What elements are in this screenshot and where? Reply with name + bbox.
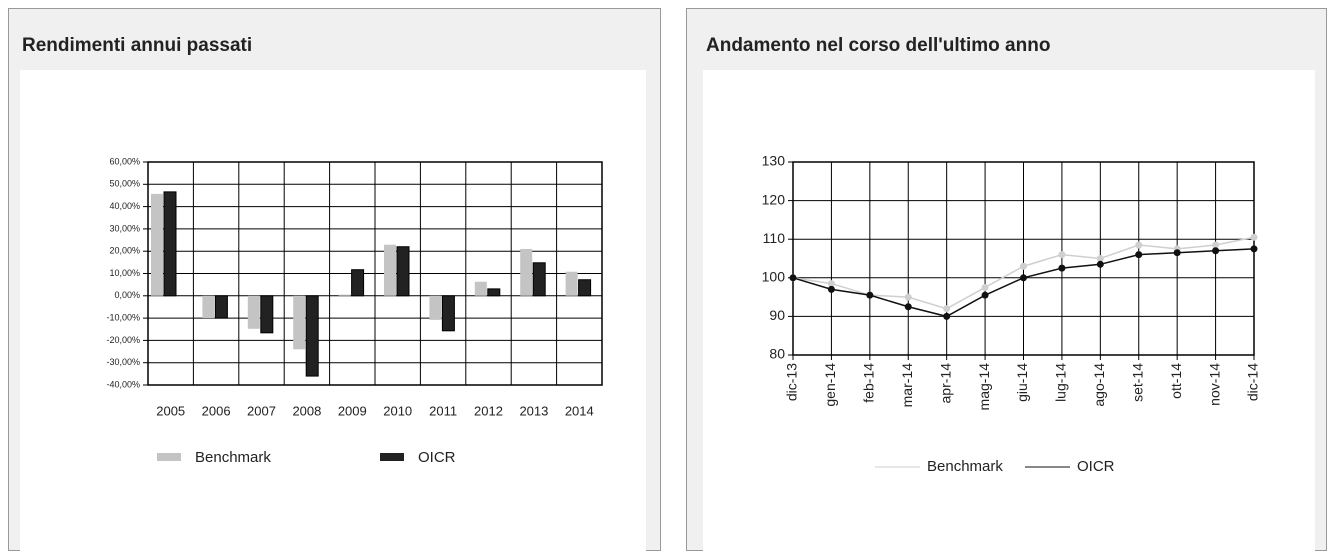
legend-label: Benchmark: [195, 449, 271, 466]
bar: [520, 248, 533, 296]
panel-body: [703, 70, 1315, 551]
bar: [260, 295, 274, 334]
point: [1212, 247, 1220, 255]
point: [1250, 233, 1258, 241]
x-tick-label: lug-14: [1053, 363, 1069, 402]
y-tick-label: 120: [762, 191, 786, 207]
y-tick-label: 80: [769, 346, 785, 362]
x-tick-label: 2005: [156, 403, 185, 418]
x-tick-label: 2009: [338, 403, 367, 418]
x-tick-label: ott-14: [1168, 363, 1184, 399]
y-tick-label: 110: [763, 230, 786, 246]
y-tick-label: 40,00%: [109, 201, 140, 211]
x-tick-label: 2010: [383, 403, 412, 418]
y-tick-label: 50,00%: [109, 179, 140, 189]
chart-title: Andamento nel corso dell'ultimo anno: [706, 35, 1050, 56]
point: [1058, 264, 1066, 272]
point: [789, 274, 797, 282]
bar: [396, 246, 410, 297]
x-tick-label: 2008: [292, 403, 321, 418]
bar: [351, 269, 365, 297]
bar: [305, 295, 319, 377]
bar: [565, 271, 578, 296]
bar: [441, 295, 455, 332]
point: [1020, 262, 1027, 270]
point: [904, 303, 912, 311]
legend-swatch: [157, 453, 181, 461]
point: [1096, 260, 1104, 268]
point: [827, 280, 835, 288]
bar: [214, 295, 228, 319]
point: [1135, 241, 1143, 249]
bar: [429, 295, 442, 320]
x-tick-label: giu-14: [1014, 363, 1030, 402]
legend-label: OICR: [418, 449, 456, 466]
bar: [578, 279, 592, 297]
y-tick-label: 100: [762, 269, 786, 285]
y-tick-label: 130: [762, 153, 786, 169]
x-tick-label: dic-14: [1245, 363, 1261, 401]
x-tick-label: 2011: [429, 403, 457, 418]
bar: [293, 295, 306, 350]
bar: [163, 191, 177, 297]
x-tick-label: 2006: [202, 403, 231, 418]
point: [1173, 249, 1181, 257]
bar: [338, 294, 351, 296]
x-tick-label: set-14: [1129, 363, 1145, 402]
x-tick-label: feb-14: [861, 363, 877, 403]
y-tick-label: 90: [769, 307, 785, 323]
bar: [474, 281, 487, 296]
y-tick-label: 0,00%: [114, 290, 140, 300]
legend-label: OICR: [1077, 458, 1115, 475]
point: [866, 291, 874, 299]
x-tick-label: 2007: [247, 403, 276, 418]
point: [1250, 245, 1258, 253]
point: [827, 285, 835, 293]
point: [1020, 274, 1027, 282]
x-tick-label: gen-14: [822, 363, 838, 407]
y-tick-label: -10,00%: [106, 312, 140, 322]
point: [981, 291, 989, 299]
point: [1135, 251, 1143, 259]
y-tick-label: 10,00%: [109, 268, 140, 278]
bar: [487, 288, 501, 297]
bar: [151, 193, 163, 296]
y-tick-label: -40,00%: [106, 379, 140, 389]
y-tick-label: 20,00%: [109, 246, 140, 256]
x-tick-label: apr-14: [937, 363, 953, 404]
point: [1212, 241, 1220, 249]
point: [1096, 255, 1104, 262]
x-tick-label: mar-14: [899, 363, 915, 408]
x-tick-label: ago-14: [1091, 363, 1107, 407]
bar: [384, 244, 396, 296]
point: [943, 312, 951, 320]
x-tick-label: 2013: [519, 403, 548, 418]
chart-title: Rendimenti annui passati: [22, 35, 252, 56]
legend-swatch: [380, 453, 404, 461]
y-tick-label: -20,00%: [106, 335, 140, 345]
point: [981, 283, 989, 291]
panel-body: [20, 70, 646, 551]
bar: [202, 295, 215, 319]
x-tick-label: 2012: [474, 403, 503, 418]
bar: [247, 295, 260, 329]
y-tick-label: 30,00%: [109, 223, 140, 233]
x-tick-label: nov-14: [1206, 363, 1222, 406]
x-tick-label: dic-13: [784, 363, 800, 401]
legend-label: Benchmark: [927, 458, 1003, 475]
x-tick-label: mag-14: [976, 363, 992, 411]
bar: [532, 262, 546, 297]
point: [943, 305, 951, 313]
y-tick-label: 60,00%: [109, 156, 140, 166]
point: [1058, 251, 1066, 259]
x-tick-label: 2014: [565, 403, 594, 418]
y-tick-label: -30,00%: [106, 357, 140, 367]
point: [904, 293, 912, 301]
